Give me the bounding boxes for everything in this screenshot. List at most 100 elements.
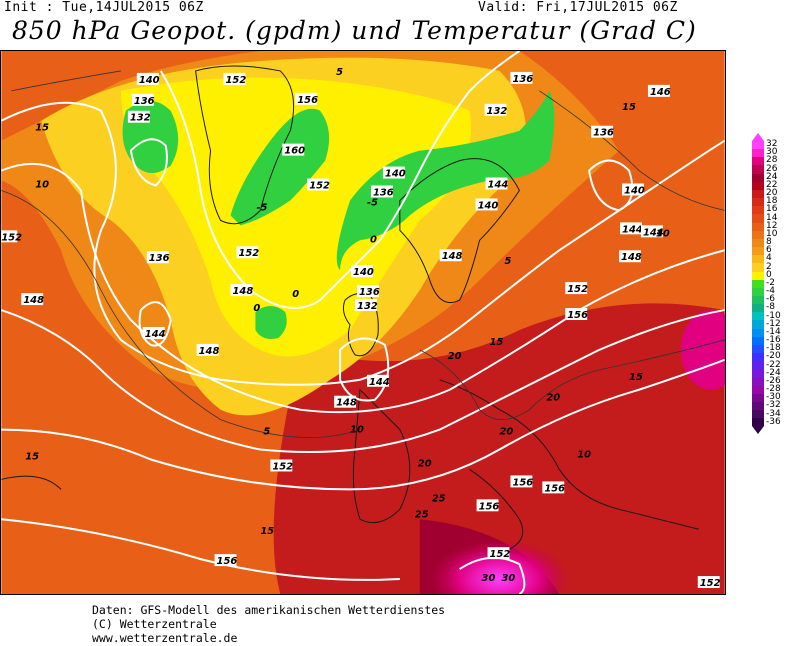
temp-label: 15: [629, 372, 643, 383]
colorbar-segment: [752, 222, 764, 231]
colorbar-tick-label: 16: [766, 204, 778, 215]
colorbar-segment: [752, 255, 764, 264]
colorbar-tick-label: -34: [766, 408, 781, 419]
colorbar-segment: [752, 238, 764, 248]
geo-label: 146: [650, 87, 671, 98]
geopotential-label-group: 140 136 132 152 156 160 152 136 140 132 …: [1, 71, 721, 589]
geo-label: 152: [567, 284, 588, 295]
geo-label: 148: [199, 346, 220, 357]
colorbar-segment: [752, 377, 764, 386]
cold-pool-greenland: [230, 108, 330, 226]
valid-time: Valid: Fri,17JUL2015 06Z: [478, 0, 678, 15]
colorbar-segment: [752, 198, 764, 207]
geo-label: 156: [479, 501, 500, 512]
geo-label: 152: [700, 578, 721, 589]
colorbar-tick-label: -10: [766, 310, 781, 321]
temp-label: 10: [656, 228, 670, 239]
geo-label: 148: [23, 295, 44, 306]
colorbar-segment: [752, 328, 764, 337]
colorbar-tick-label: -16: [766, 335, 781, 346]
colorbar-bottom-arrow: [752, 426, 764, 435]
colorbar-tick-label: 30: [766, 147, 778, 158]
footer-source: Daten: GFS-Modell des amerikanischen Wet…: [92, 603, 446, 617]
temp-label: 10: [577, 450, 591, 461]
temp-label: 15: [622, 102, 636, 113]
coastlines: [1, 65, 699, 550]
colorbar-segment: [752, 157, 764, 166]
colorbar-tick-label: 28: [766, 155, 778, 166]
temp-label: 15: [35, 123, 49, 134]
geo-label: 140: [353, 267, 374, 278]
colorbar-segment: [752, 271, 764, 280]
colorbar-tick-label: -30: [766, 392, 781, 403]
geo-label: 140: [624, 185, 645, 196]
geo-label: 148: [442, 251, 463, 262]
geo-label: 152: [272, 461, 293, 472]
temp-label: 5: [263, 427, 270, 438]
cold-pool-scandinavia: [336, 90, 555, 271]
temp-label: 15: [490, 337, 504, 348]
geo-label: 148: [336, 398, 357, 409]
temp-label: -5: [256, 202, 267, 213]
colorbar-segment: [752, 279, 764, 288]
colorbar-tick-label: -18: [766, 343, 781, 354]
geo-label: 152: [1, 232, 22, 243]
colorbar-tick-label: 14: [766, 212, 778, 223]
temp-label: 25: [432, 493, 446, 504]
colorbar-segment: [752, 304, 764, 313]
colorbar-tick-label: 10: [766, 228, 778, 239]
colorbar-segment: [752, 385, 764, 394]
footer-website: www.wetterzentrale.de: [92, 631, 238, 645]
colorbar-tick-label: -12: [766, 318, 781, 329]
colorbar-tick-label: -26: [766, 375, 781, 386]
footer-copyright: (C) Wetterzentrale: [92, 617, 217, 631]
colorbar-tick-label: 12: [766, 220, 778, 231]
geo-label: 148: [232, 286, 253, 297]
temp-label: 25: [415, 509, 429, 520]
geo-label: 136: [149, 253, 170, 264]
map-title: 850 hPa Geopot. (gpdm) und Temperatur (G…: [12, 16, 697, 45]
colorbar-top-arrow: [752, 133, 764, 141]
temp-label: 20: [418, 458, 432, 469]
colorbar-tick-label: 24: [766, 171, 778, 182]
geo-label: 156: [567, 310, 588, 321]
colorbar-tick-label: -14: [766, 326, 781, 337]
colorbar-segment: [752, 247, 764, 256]
colorbar-segment: [752, 418, 764, 427]
geo-label: 156: [217, 556, 238, 567]
geo-label: 136: [512, 74, 533, 85]
colorbar-tick-label: -20: [766, 351, 781, 362]
geo-label: 160: [284, 146, 305, 157]
colorbar-segment: [752, 393, 764, 402]
geo-label: 136: [373, 187, 394, 198]
colorbar-segment: [752, 353, 764, 362]
temp-hotspot-north-africa: [429, 539, 570, 594]
colorbar-segment: [752, 344, 764, 354]
colorbar-tick-label: 32: [766, 139, 778, 149]
temp-label: 5: [504, 256, 511, 267]
colorbar-segment: [752, 149, 764, 158]
colorbar-segment: [752, 181, 764, 190]
geo-label: 136: [359, 287, 380, 298]
colorbar-tick-label: 4: [766, 253, 772, 264]
colorbar-segment: [752, 165, 764, 174]
temperature-colorbar: [752, 133, 764, 435]
temp-label: 20: [448, 351, 462, 362]
colorbar-segment: [752, 402, 764, 411]
colorbar-tick-label: 20: [766, 188, 778, 199]
geo-label: 152: [490, 549, 511, 560]
geo-label: 136: [134, 96, 155, 107]
colorbar-segment: [752, 189, 764, 199]
colorbar-segment: [752, 214, 764, 223]
geo-label: 136: [593, 128, 614, 139]
colorbar-tick-label: -6: [766, 294, 775, 305]
geo-label: 144: [369, 377, 390, 388]
temp-hotspot-east: [680, 310, 725, 390]
colorbar-segment: [752, 173, 764, 182]
temp-label: -5: [367, 197, 378, 208]
colorbar-tick-label: -8: [766, 302, 775, 313]
colorbar-tick-label: -22: [766, 359, 781, 370]
temperature-label-group: 15 10 5 0 -5 15 20 25 30 0 5 10 15 20 -5…: [25, 67, 670, 584]
geo-label: 152: [226, 75, 247, 86]
geo-label: 144: [145, 329, 166, 340]
